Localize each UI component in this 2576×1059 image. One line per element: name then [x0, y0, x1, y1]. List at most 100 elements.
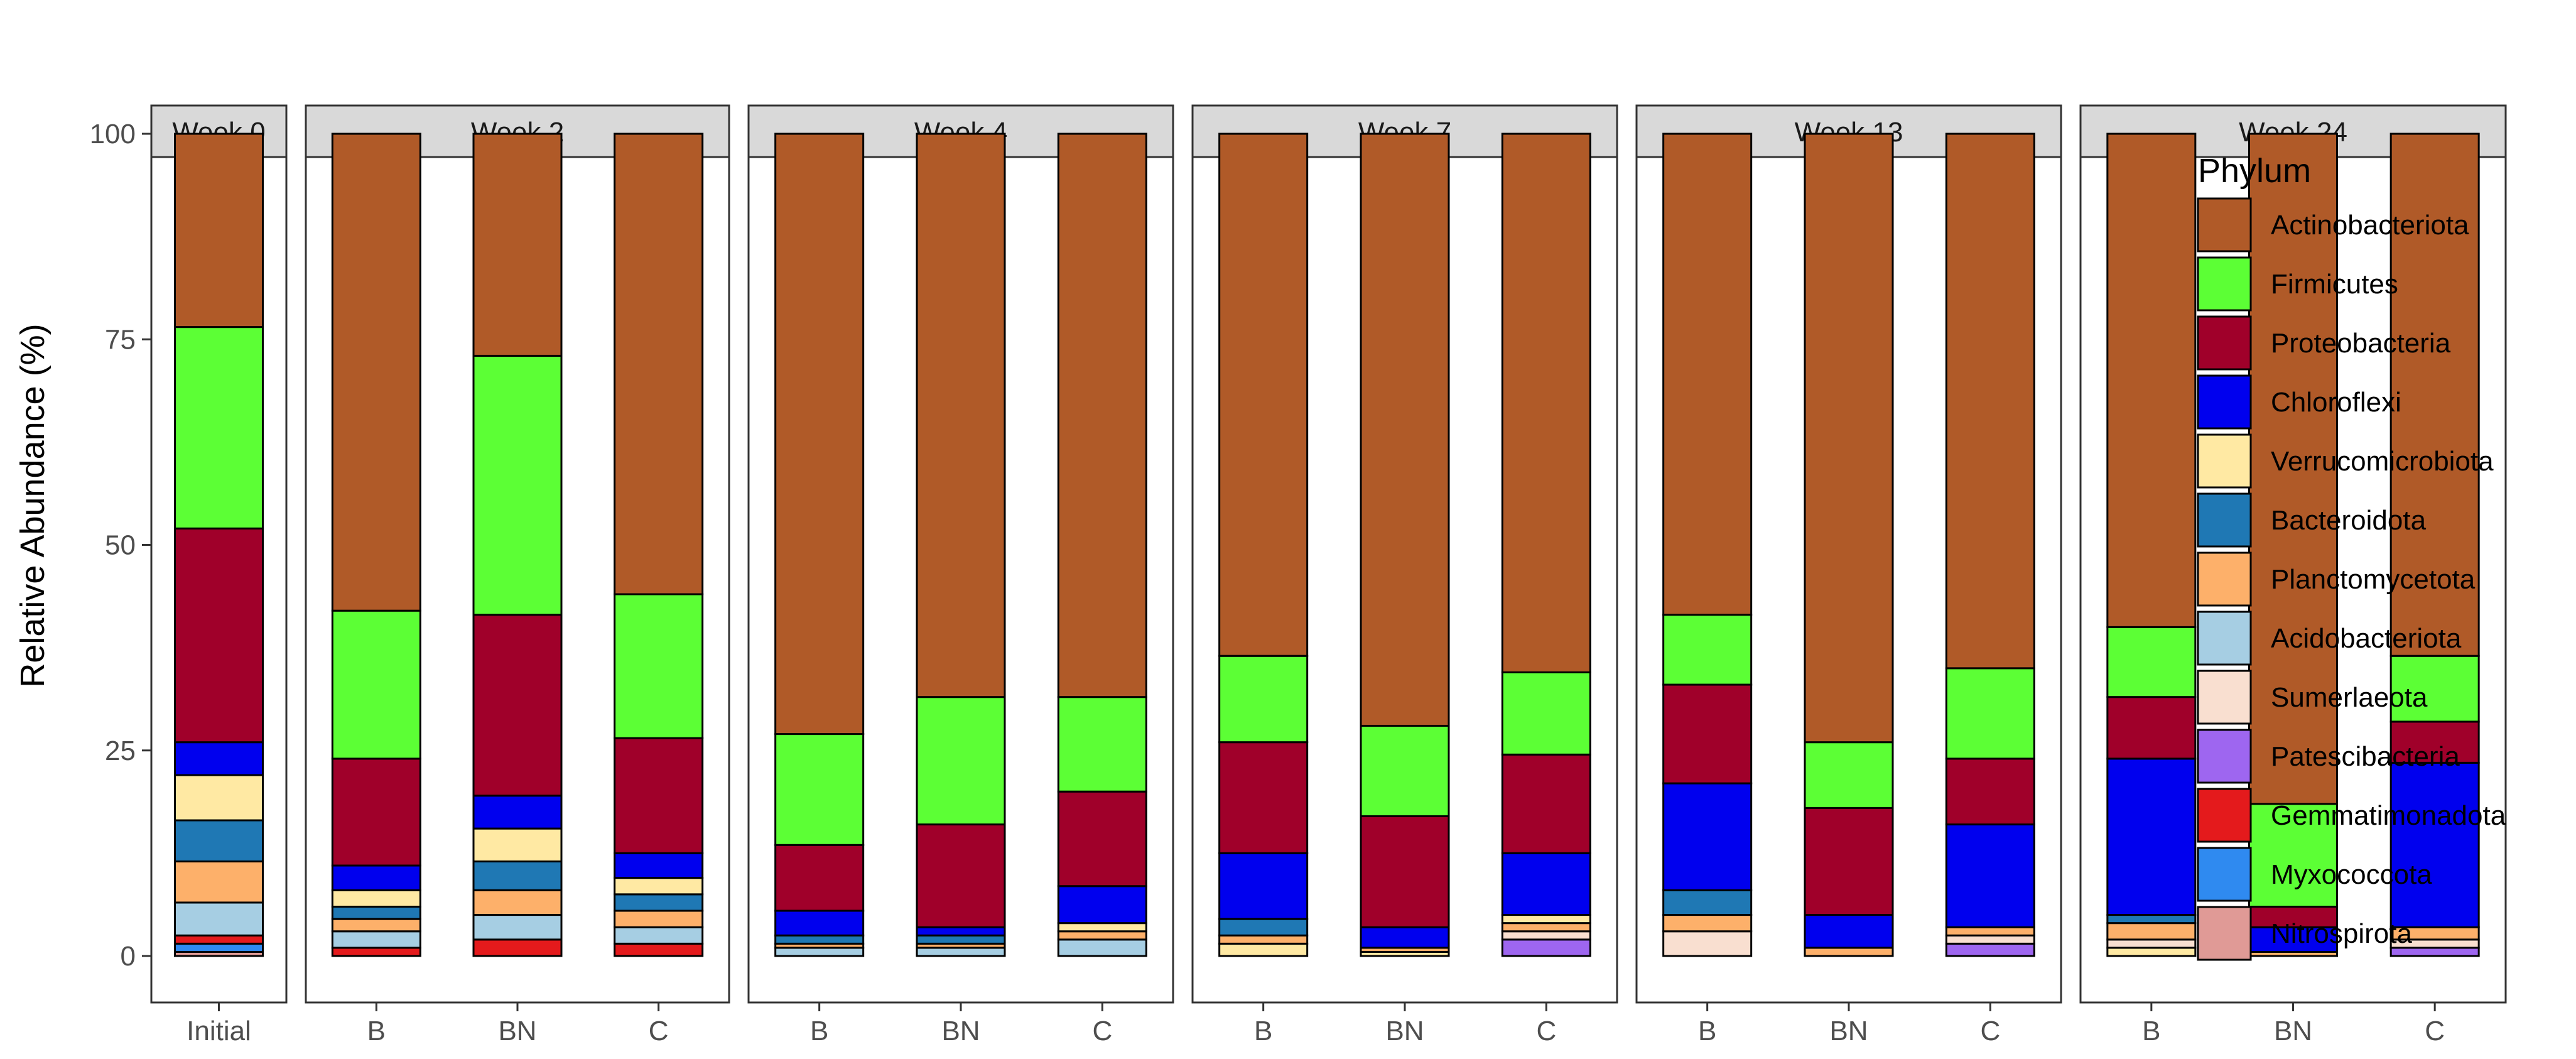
bar-segment-chloroflexi — [614, 852, 704, 879]
x-tick-label: Initial — [187, 1016, 251, 1046]
bar-week-24-b — [2106, 133, 2197, 957]
bar-segment-firmicutes — [916, 696, 1006, 826]
legend-swatch — [2197, 374, 2252, 430]
legend-title: Phylum — [2198, 152, 2311, 190]
bar-segment-verrucomicrobiota — [331, 889, 421, 908]
bar-segment-firmicutes — [614, 593, 704, 739]
legend-label: Nitrospirota — [2271, 918, 2412, 949]
bar-segment-chloroflexi — [174, 741, 264, 776]
y-tick-label: 50 — [105, 530, 136, 561]
x-tick-label: B — [1254, 1016, 1272, 1046]
bar-segment-bacteroidota — [174, 819, 264, 862]
bar-week-2-bn — [472, 133, 563, 957]
bar-segment-bacteroidota — [774, 934, 865, 945]
bar-segment-planctomycetota — [1057, 930, 1147, 941]
bar-segment-planctomycetota — [1501, 922, 1591, 933]
bar-segment-actinobacteriota — [1945, 133, 2035, 670]
legend-swatch — [2197, 611, 2252, 666]
bar-segment-firmicutes — [2106, 626, 2197, 698]
x-tick-label: C — [649, 1016, 669, 1046]
bar-segment-planctomycetota — [1662, 914, 1753, 933]
legend-swatch — [2197, 551, 2252, 607]
bar-segment-proteobacteria — [1360, 815, 1450, 928]
bar-segment-proteobacteria — [1218, 741, 1309, 854]
bar-segment-actinobacteriota — [774, 133, 865, 736]
legend-label: Verrucomicrobiota — [2271, 446, 2494, 477]
bar-week-7-c — [1501, 133, 1591, 957]
legend-items: Actinobacteriota Firmicutes Proteobacteria… — [2197, 197, 2506, 961]
bar-segment-verrucomicrobiota — [614, 877, 704, 896]
y-tick-label: 0 — [121, 941, 136, 972]
legend-swatch — [2197, 788, 2252, 843]
bar-segment-actinobacteriota — [614, 133, 704, 595]
bar-segment-sumerlaeota — [1662, 930, 1753, 957]
bar-segment-gemmatimonadota — [174, 934, 264, 945]
bar-segment-actinobacteriota — [1218, 133, 1309, 657]
bar-week-7-b — [1218, 133, 1309, 957]
bar-segment-firmicutes — [774, 733, 865, 846]
legend-label: Myxococcota — [2271, 859, 2432, 890]
bar-segment-acidobacteriota — [472, 914, 563, 941]
legend-label: Patescibacteria — [2271, 741, 2460, 772]
bar-segment-gemmatimonadota — [331, 947, 421, 957]
bar-segment-actinobacteriota — [2389, 133, 2480, 657]
legend-item-gemmatimonadota: Gemmatimonadota — [2197, 788, 2506, 843]
facet-week-24: Week 24B BN C — [2079, 104, 2507, 1046]
x-tick-label: C — [1536, 1016, 1556, 1046]
y-tick-label: 75 — [105, 324, 136, 355]
bar-segment-actinobacteriota — [1057, 133, 1147, 698]
bar-segment-proteobacteria — [1057, 790, 1147, 888]
legend-swatch — [2197, 670, 2252, 725]
bar-segment-acidobacteriota — [331, 930, 421, 949]
bar-segment-firmicutes — [1057, 696, 1147, 793]
bar-segment-firmicutes — [174, 326, 264, 530]
legend-label: Sumerlaeota — [2271, 682, 2428, 713]
bar-segment-firmicutes — [1501, 671, 1591, 756]
bar-segment-firmicutes — [1945, 667, 2035, 760]
legend-item-nitrospirota: Nitrospirota — [2197, 906, 2412, 961]
bar-segment-proteobacteria — [614, 737, 704, 854]
bar-segment-bacteroidota — [472, 860, 563, 891]
bar-segment-verrucomicrobiota — [1057, 922, 1147, 933]
bar-segment-bacteroidota — [331, 905, 421, 920]
bar-segment-acidobacteriota — [774, 947, 865, 957]
bar-segment-planctomycetota — [614, 910, 704, 928]
legend-item-actinobacteriota: Actinobacteriota — [2197, 197, 2469, 253]
bar-segment-gemmatimonadota — [614, 942, 704, 957]
bar-segment-planctomycetota — [1804, 947, 1894, 957]
legend-label: Firmicutes — [2271, 269, 2398, 300]
x-tick-label: B — [2142, 1016, 2160, 1046]
legend-item-firmicutes: Firmicutes — [2197, 256, 2398, 312]
facet-week-7: Week 7B BN C — [1191, 104, 1618, 1046]
legend-item-sumerlaeota: Sumerlaeota — [2197, 670, 2428, 725]
facet-week-4: Week 4B BN C — [747, 104, 1174, 1046]
bar-segment-proteobacteria — [774, 844, 865, 912]
bar-week-13-bn — [1804, 133, 1894, 957]
bar-segment-bacteroidota — [2106, 914, 2197, 925]
bar-week-13-c — [1945, 133, 2035, 957]
bar-segment-planctomycetota — [1218, 934, 1309, 945]
legend-swatch — [2197, 433, 2252, 489]
bar-segment-firmicutes — [331, 609, 421, 760]
bar-segment-myxococcota — [174, 942, 264, 953]
bar-segment-acidobacteriota — [1057, 938, 1147, 957]
legend-label: Actinobacteriota — [2271, 210, 2469, 241]
bar-week-2-c — [614, 133, 704, 957]
x-tick-label: BN — [2274, 1016, 2312, 1046]
legend-item-patescibacteria: Patescibacteria — [2197, 729, 2460, 784]
bar-segment-patescibacteria — [1945, 942, 2035, 957]
legend-label: Chloroflexi — [2271, 387, 2401, 418]
x-tick-label: BN — [498, 1016, 536, 1046]
bar-week-2-b — [331, 133, 421, 957]
bar-segment-actinobacteriota — [916, 133, 1006, 698]
bar-segment-firmicutes — [1360, 724, 1450, 817]
bar-segment-bacteroidota — [1218, 918, 1309, 937]
x-tick-label: BN — [1385, 1016, 1424, 1046]
bar-segment-verrucomicrobiota — [1501, 914, 1591, 925]
bar-segment-chloroflexi — [331, 864, 421, 891]
bar-segment-actinobacteriota — [472, 133, 563, 357]
bar-segment-verrucomicrobiota — [472, 827, 563, 862]
bar-segment-chloroflexi — [1501, 852, 1591, 916]
